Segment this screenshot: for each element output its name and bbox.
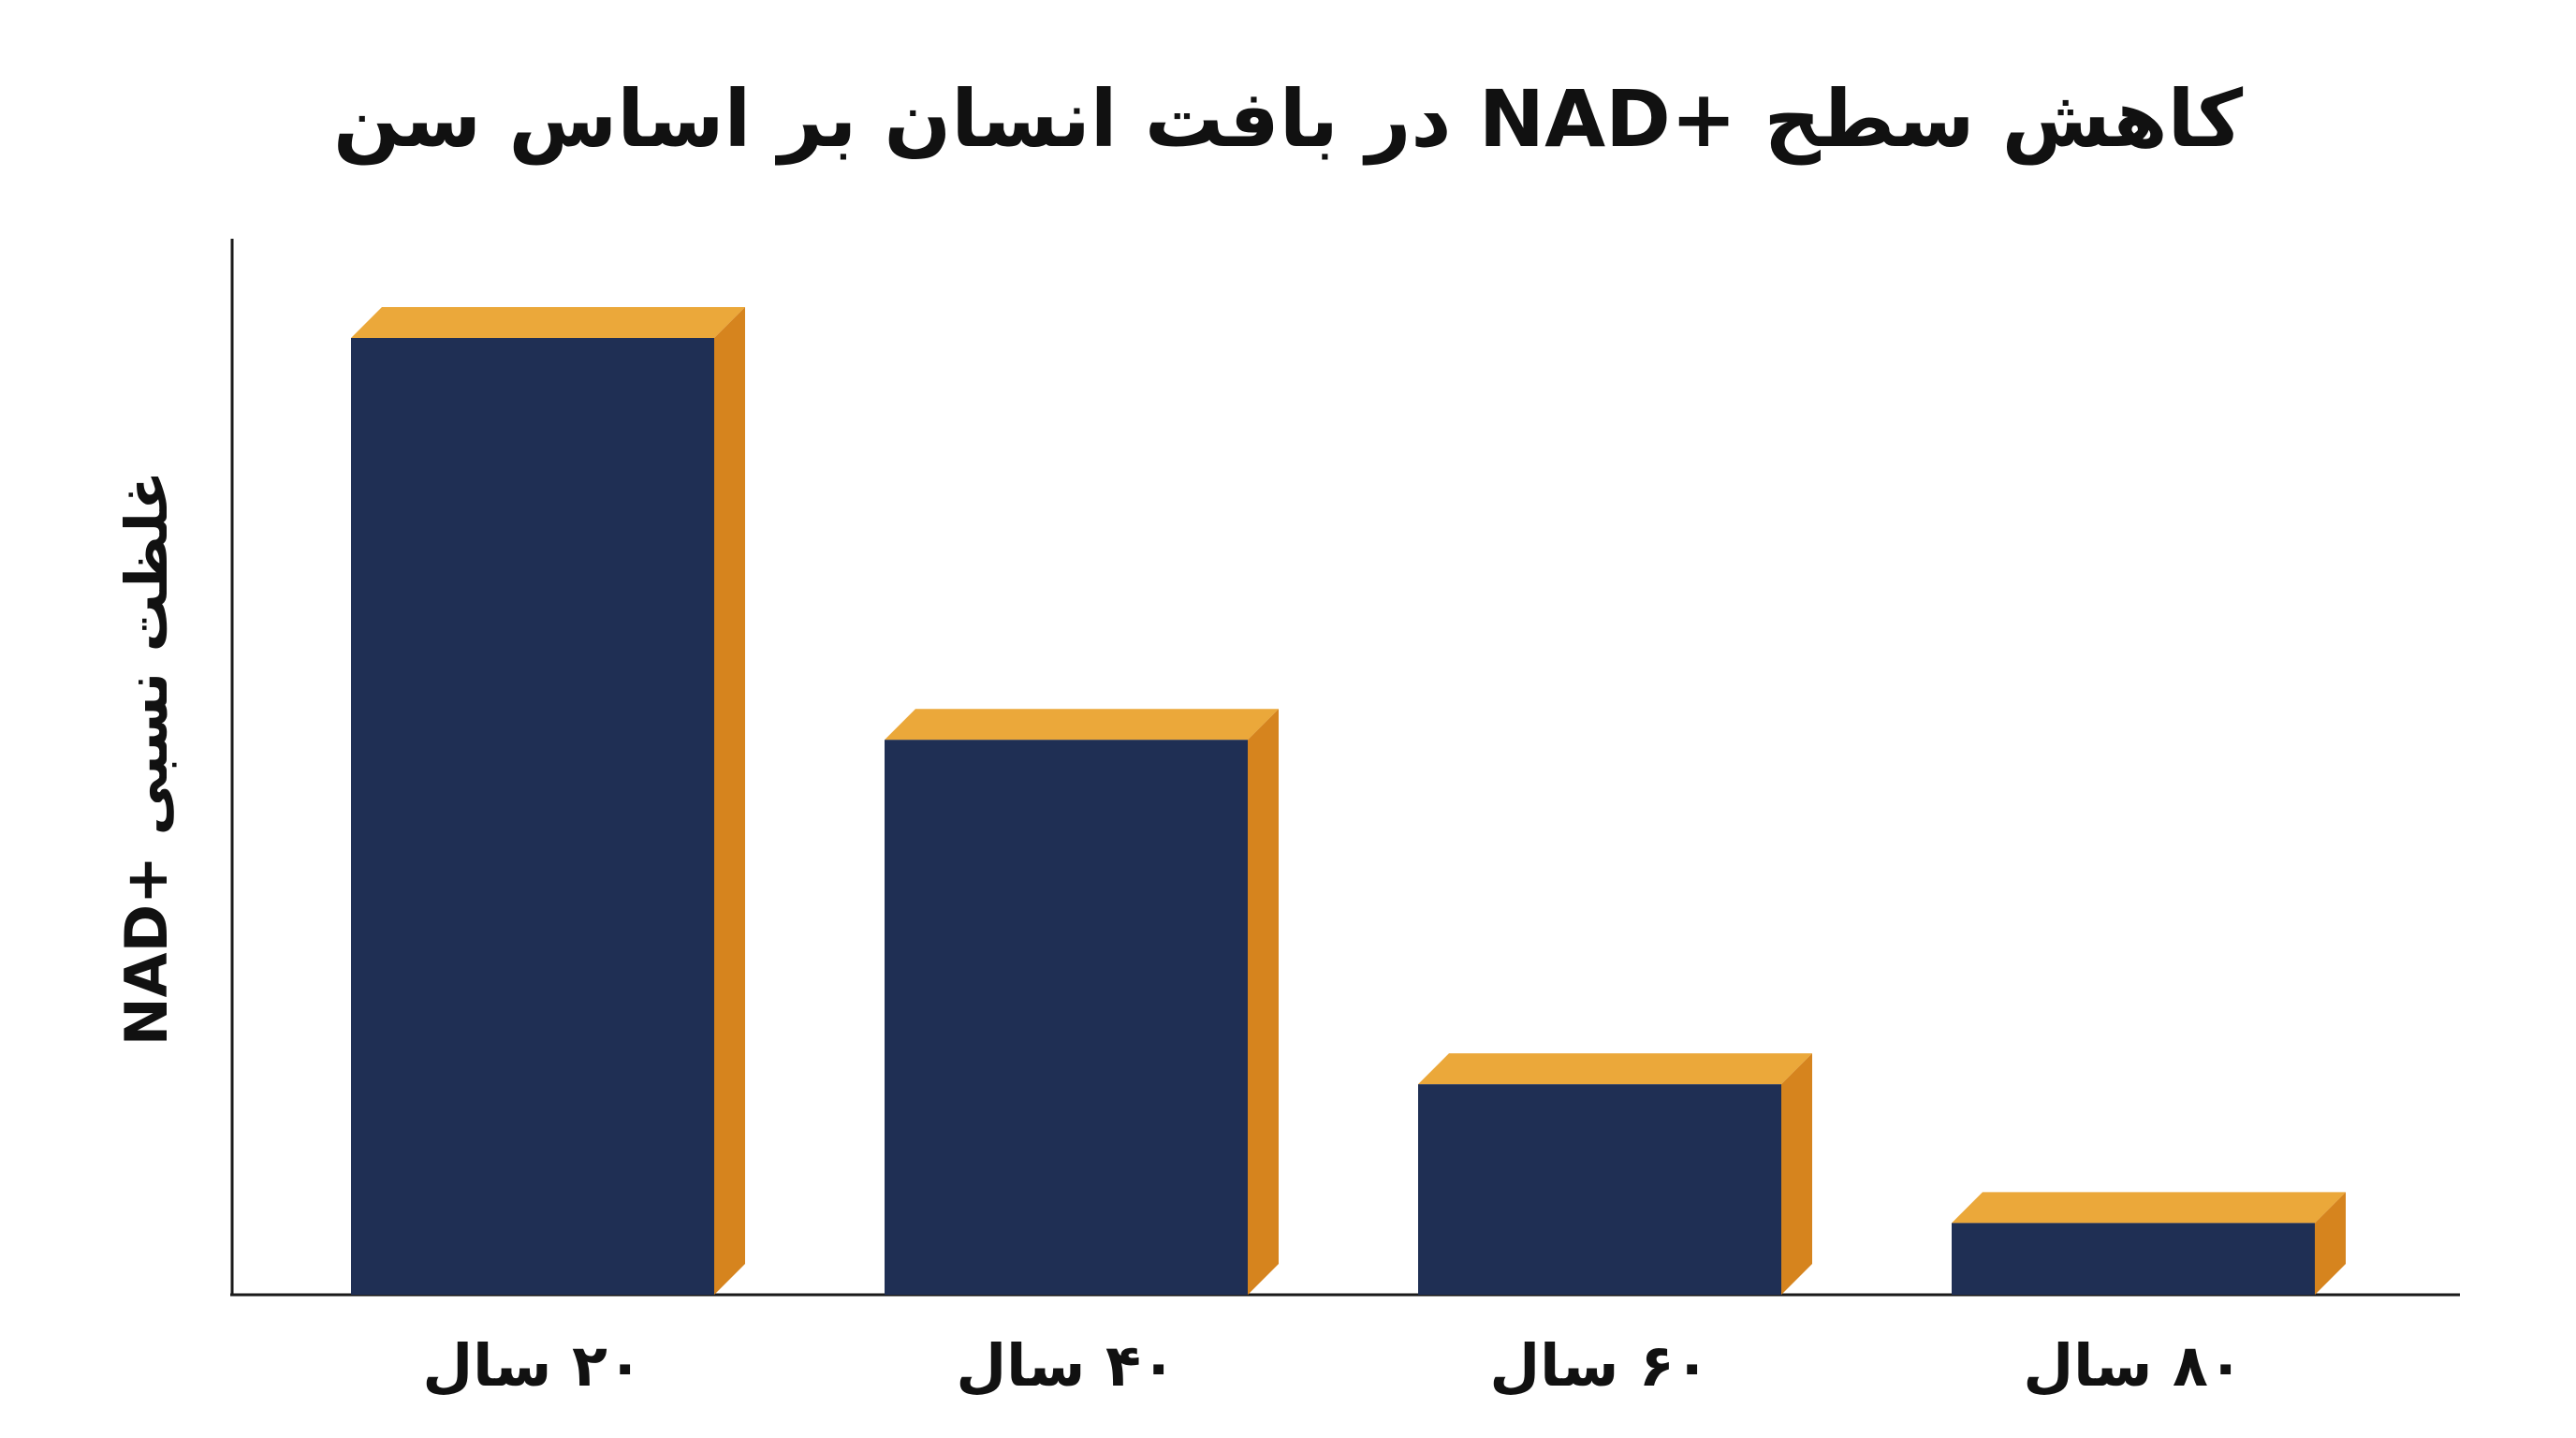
bar-2 <box>885 709 1279 1295</box>
bar-4 <box>1952 1192 2346 1295</box>
bar-top-face <box>351 307 745 338</box>
bar-3 <box>1418 1053 1812 1295</box>
x-tick-label: ۴۰ سال <box>956 1331 1176 1400</box>
bar-top-face <box>1952 1192 2346 1224</box>
x-tick-label: ۶۰ سال <box>1489 1331 1709 1400</box>
chart-title: کاهش سطح +NAD در بافت انسان بر اساس سن <box>333 73 2243 166</box>
bar-side-face <box>2315 1192 2346 1295</box>
x-tick-labels: ۲۰ سال ۴۰ سال ۶۰ سال ۸۰ سال <box>422 1331 2243 1400</box>
bar-front-face <box>1418 1084 1781 1295</box>
bars-group <box>351 307 2346 1295</box>
bar-top-face <box>885 709 1279 741</box>
bar-side-face <box>1781 1053 1812 1295</box>
bar-side-face <box>1248 709 1279 1295</box>
bar-side-face <box>714 307 745 1295</box>
y-axis-label: غلظت نسبی +NAD <box>112 471 181 1047</box>
bar-front-face <box>1952 1223 2315 1295</box>
bar-top-face <box>1418 1053 1812 1085</box>
x-tick-label: ۸۰ سال <box>2023 1331 2243 1400</box>
bar-1 <box>351 307 745 1295</box>
bar-front-face <box>885 740 1248 1295</box>
bar-front-face <box>351 338 714 1295</box>
x-tick-label: ۲۰ سال <box>422 1331 642 1400</box>
